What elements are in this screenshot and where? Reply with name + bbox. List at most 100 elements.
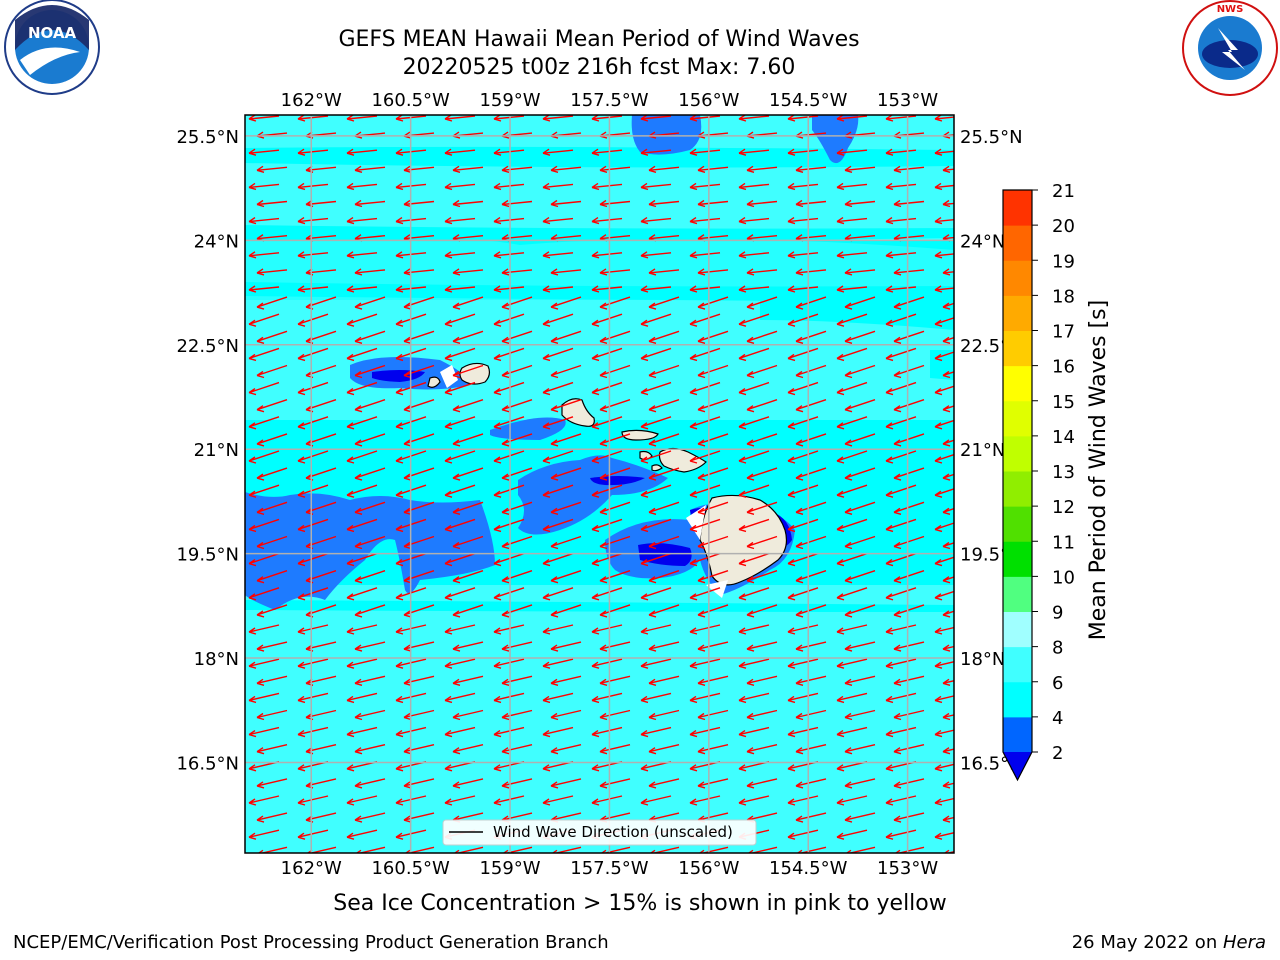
wind-wave-arrow — [256, 675, 288, 686]
colorbar-segment — [1003, 260, 1032, 296]
wind-wave-arrow — [452, 364, 484, 379]
wind-wave-arrow — [256, 570, 288, 584]
wind-wave-arrow — [787, 148, 819, 156]
wind-wave-arrow — [689, 450, 721, 464]
lat-tick-label-right: 18°N — [960, 649, 1005, 670]
wind-wave-arrow — [297, 726, 329, 738]
wind-wave-arrow — [452, 641, 484, 652]
wind-wave-arrow — [346, 726, 378, 738]
wind-wave-arrow — [934, 626, 954, 635]
wind-wave-arrow — [885, 692, 917, 704]
wind-wave-arrow — [256, 330, 288, 344]
wind-wave-arrow — [550, 467, 582, 481]
wind-wave-arrow — [248, 251, 280, 259]
wind-wave-arrow — [836, 251, 868, 259]
wind-wave-arrow — [346, 347, 378, 362]
wind-wave-arrow — [640, 587, 672, 601]
lat-tick-label-right: 25.5°N — [960, 127, 1023, 148]
wind-wave-arrow — [256, 812, 288, 823]
wind-wave-arrow — [452, 604, 484, 618]
wind-wave-arrow — [942, 576, 954, 584]
wind-wave-arrow — [256, 165, 288, 173]
wind-wave-arrow — [248, 416, 280, 430]
wind-wave-arrow — [346, 251, 378, 259]
wind-wave-arrow — [452, 570, 484, 584]
wind-wave-arrow — [934, 285, 954, 293]
wind-wave-arrow — [501, 165, 533, 173]
wind-wave-arrow — [297, 692, 329, 704]
wind-wave-arrow — [403, 501, 435, 515]
wind-wave-arrow — [403, 199, 435, 208]
wind-wave-arrow — [354, 433, 386, 447]
wind-wave-arrow — [591, 587, 623, 601]
wind-wave-arrow — [689, 416, 721, 430]
wind-wave-arrow — [591, 624, 623, 635]
wind-wave-arrow — [248, 313, 280, 327]
wind-wave-arrow — [599, 535, 631, 550]
wind-wave-arrow — [501, 744, 533, 755]
wind-wave-arrow — [346, 552, 378, 567]
wind-wave-arrow — [452, 268, 484, 276]
wind-wave-arrow — [297, 552, 329, 567]
wind-wave-arrow — [354, 641, 386, 652]
wind-wave-arrow — [297, 829, 329, 840]
wind-wave-arrow — [403, 675, 435, 686]
wind-wave-arrow — [836, 552, 868, 567]
wind-wave-arrow — [738, 182, 770, 191]
wind-wave-arrow — [934, 488, 954, 498]
wind-wave-arrow — [689, 347, 721, 362]
wind-wave-arrow — [493, 381, 525, 396]
lon-tick-label-bottom: 153°W — [877, 858, 938, 879]
wind-wave-arrow — [893, 812, 925, 823]
wind-wave-arrow — [795, 399, 827, 413]
wind-wave-arrow — [542, 795, 574, 806]
wind-wave-arrow — [787, 552, 819, 567]
wind-wave-arrow — [697, 744, 729, 755]
wind-wave-arrow — [689, 285, 721, 293]
wind-wave-arrow — [942, 815, 954, 823]
wind-wave-arrow — [444, 587, 476, 601]
colorbar-segment — [1003, 365, 1032, 402]
lat-tick-label-right: 24°N — [960, 231, 1005, 252]
wind-wave-arrow — [787, 726, 819, 738]
wind-wave-arrow — [738, 313, 770, 327]
wind-wave-arrow — [542, 587, 574, 601]
lat-tick-label-left: 25.5°N — [176, 127, 239, 148]
wind-wave-arrow — [297, 285, 329, 293]
wind-wave-arrow — [346, 217, 378, 225]
wind-wave-arrow — [346, 518, 378, 533]
wind-wave-arrow — [942, 199, 954, 208]
wind-wave-arrow — [403, 165, 435, 173]
wind-wave-arrow — [591, 416, 623, 430]
wind-wave-arrow — [648, 199, 680, 208]
wind-wave-arrow — [501, 199, 533, 208]
wind-wave-arrow — [746, 165, 778, 173]
wind-wave-arrow — [256, 744, 288, 755]
wind-wave-arrow — [795, 296, 827, 310]
wind-wave-arrow — [648, 330, 680, 344]
colorbar-segment — [1003, 681, 1032, 718]
wind-wave-arrow — [354, 364, 386, 379]
colorbar-segment — [1003, 471, 1032, 507]
wind-wave-arrow — [493, 552, 525, 567]
lon-tick-label-top: 160.5°W — [371, 90, 450, 111]
colorbar-outline — [1002, 189, 1033, 782]
islands — [427, 362, 788, 586]
colorbar-tick-label: 14 — [1052, 427, 1075, 448]
wind-wave-arrow — [942, 712, 954, 721]
wind-wave-arrow — [934, 797, 954, 806]
wind-wave-arrow — [599, 501, 631, 515]
wind-wave-arrow — [354, 399, 386, 413]
wind-wave-arrow — [493, 251, 525, 259]
wind-wave-arrow — [403, 812, 435, 823]
wind-wave-arrow — [697, 641, 729, 652]
wind-wave-arrow — [746, 709, 778, 721]
lon-tick-label-top: 154.5°W — [769, 90, 848, 111]
wind-wave-arrow — [648, 399, 680, 413]
wind-wave-arrow — [689, 552, 721, 567]
colorbar-tick-label: 6 — [1052, 673, 1063, 694]
wind-wave-arrow — [738, 381, 770, 396]
wind-wave-arrow — [599, 744, 631, 755]
wind-wave-arrow — [795, 675, 827, 686]
wind-wave-arrow — [403, 641, 435, 652]
